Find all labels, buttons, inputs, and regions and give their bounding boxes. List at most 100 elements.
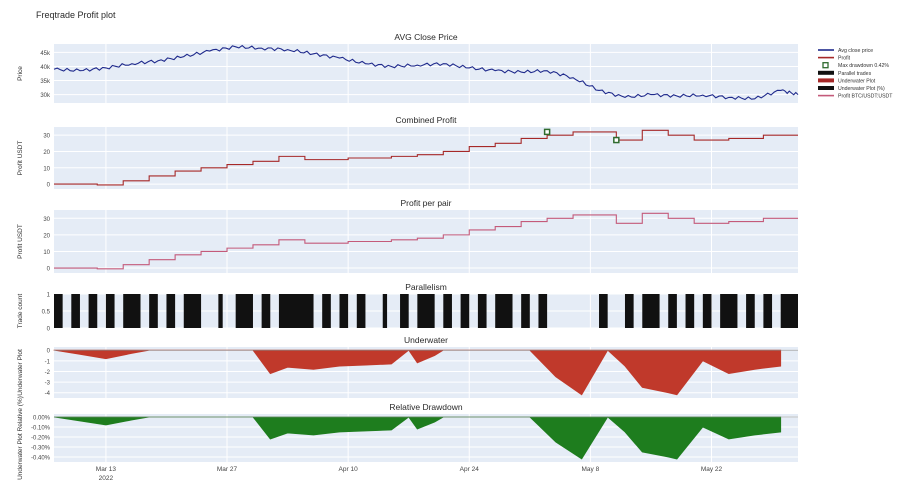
parallel-trade-bar: [642, 294, 660, 328]
page-title: Freqtrade Profit plot: [36, 10, 116, 20]
legend-bar-swatch: [818, 78, 834, 83]
parallel-trade-bar: [460, 294, 470, 328]
y-tick-label: 20: [43, 150, 50, 156]
parallel-trade-bar: [685, 294, 695, 328]
legend-item[interactable]: Profit: [818, 56, 851, 62]
legend-item[interactable]: Profit BTC/USDT:USDT: [818, 94, 893, 100]
y-tick-label: 45k: [40, 51, 51, 57]
parallel-trade-bar: [780, 294, 798, 328]
parallel-trade-bar: [105, 294, 115, 328]
subplot-title: Combined Profit: [396, 115, 458, 125]
parallel-trade-bar: [88, 294, 98, 328]
x-tick-label: Apr 10: [339, 466, 359, 473]
y-tick-label: 0: [47, 349, 51, 355]
y-tick-label: 30k: [40, 93, 51, 99]
subplot-title: Relative Drawdown: [389, 402, 462, 412]
y-tick-label: 0: [47, 183, 51, 189]
legend-item[interactable]: Parallel trades: [818, 70, 872, 77]
legend-label: Underwater Plot: [838, 78, 876, 84]
legend-item[interactable]: Underwater Plot: [818, 78, 876, 84]
parallel-trade-bar: [538, 294, 548, 328]
parallel-trade-bar: [123, 294, 141, 328]
legend-label: Underwater Plot (%): [838, 86, 885, 92]
parallel-trade-bar: [624, 294, 634, 328]
parallel-trade-bar: [261, 294, 271, 328]
y-axis-label: Price: [17, 66, 24, 81]
legend-item[interactable]: Underwater Plot (%): [818, 86, 885, 92]
parallel-trade-bar: [443, 294, 452, 328]
legend-item[interactable]: Avg close price: [818, 48, 873, 54]
parallel-trade-bar: [278, 294, 314, 328]
parallel-trade-bar: [720, 294, 738, 328]
legend-label: Avg close price: [838, 48, 873, 54]
parallel-trade-bar: [183, 294, 202, 328]
y-tick-label: 30: [43, 134, 50, 140]
x-tick-label: Mar 27: [217, 466, 238, 473]
y-tick-label: -1: [45, 359, 51, 365]
plot-background: [54, 127, 798, 189]
y-tick-label: -0.40%: [31, 456, 51, 462]
subplot-title: Profit per pair: [400, 198, 451, 208]
parallel-trade-bar: [417, 294, 435, 328]
parallel-trade-bar: [599, 294, 608, 328]
x-tick-label: May 8: [582, 466, 600, 473]
y-tick-label: -4: [45, 391, 51, 397]
plot-background: [54, 210, 798, 273]
y-axis-label: Underwater Plot: [17, 349, 24, 396]
y-tick-label: 35k: [40, 79, 51, 85]
y-axis-label: Trade count: [17, 294, 24, 329]
y-tick-label: 0.5: [42, 310, 51, 316]
parallel-trade-bar: [356, 294, 366, 328]
x-tick-label: May 22: [701, 466, 723, 473]
x-year-label: 2022: [99, 475, 114, 482]
legend-bar-swatch: [818, 86, 834, 90]
y-tick-label: -0.20%: [31, 436, 51, 442]
parallel-trade-bar: [382, 294, 388, 328]
legend-label: Profit BTC/USDT:USDT: [838, 94, 893, 100]
parallel-trade-bar: [322, 294, 331, 328]
plot-background: [54, 44, 798, 103]
y-tick-label: 10: [43, 250, 50, 256]
y-tick-label: -2: [45, 370, 51, 376]
parallel-trade-bar: [521, 294, 530, 328]
legend-item[interactable]: Max drawdown 0.42%: [822, 62, 889, 69]
y-tick-label: 20: [43, 233, 50, 239]
parallel-trade-bar: [218, 294, 223, 328]
subplot-2: 30 20 10 0 Combined Profit Profit USDT: [17, 115, 798, 189]
series-line: [54, 129, 798, 186]
parallel-trade-bar: [54, 294, 63, 328]
y-tick-label: 0: [47, 327, 51, 333]
x-tick-label: Mar 13: [96, 466, 117, 473]
y-tick-label: 30: [43, 217, 50, 223]
shared-x-axis: Mar 13 Mar 27 Apr 10 Apr 24 May 8 May 22 2022: [96, 466, 723, 482]
drawdown-marker: [543, 128, 551, 136]
parallel-trade-bar: [149, 294, 158, 328]
y-tick-label: 1: [47, 293, 51, 299]
subplot-title: AVG Close Price: [394, 32, 457, 42]
y-axis-label: Underwater Plot Relative (%): [17, 396, 24, 480]
y-tick-label: 10: [43, 166, 50, 172]
parallel-trade-bar: [763, 294, 773, 328]
y-tick-label: 0.00%: [33, 416, 51, 422]
x-tick-label: Apr 24: [460, 466, 480, 473]
parallel-trade-bar: [495, 294, 513, 328]
legend-label: Parallel trades: [838, 71, 872, 77]
subplot-5: 0 -1 -2 -3 -4 Underwater Underwater Plot: [17, 335, 798, 398]
y-tick-label: -0.10%: [31, 426, 51, 432]
legend-label: Profit: [838, 56, 851, 62]
series-line: [54, 212, 798, 270]
parallel-trade-bar: [339, 294, 349, 328]
series-line: [53, 44, 799, 101]
parallel-trade-bar: [235, 294, 253, 328]
parallel-trade-bar: [166, 294, 176, 328]
legend-bar-swatch: [818, 70, 834, 75]
legend-marker-swatch: [822, 62, 829, 69]
parallel-trade-bar: [400, 294, 409, 328]
parallel-trade-bar: [477, 294, 487, 328]
parallel-trade-bar: [746, 294, 755, 328]
legend-label: Max drawdown 0.42%: [838, 63, 889, 69]
y-axis-label: Profit USDT: [17, 141, 24, 176]
subplot-1: 45k 40k 35k 30k AVG Close Price Price: [17, 32, 799, 103]
subplot-4: 1 0.5 0 Parallelism Trade count: [17, 282, 798, 333]
